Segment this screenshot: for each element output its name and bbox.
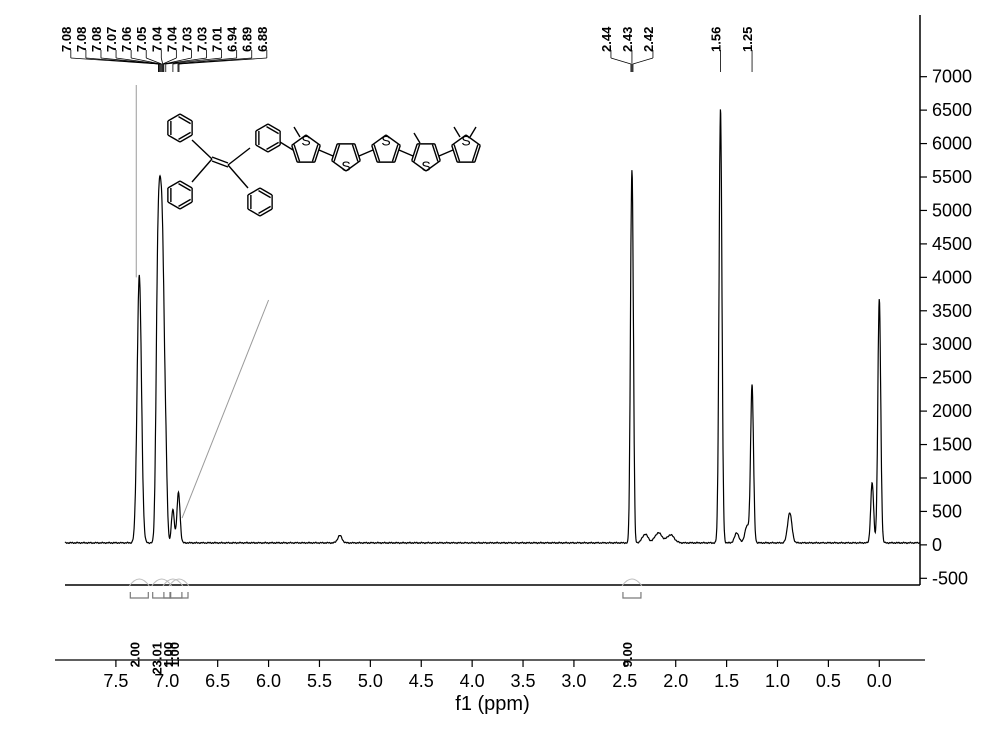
peak-ppm-label: 7.08 [59, 27, 74, 52]
x-tick-label: 4.5 [409, 671, 434, 691]
peak-ppm-label: 7.03 [179, 27, 194, 52]
y-tick-label: 500 [932, 501, 962, 521]
peak-ppm-label: 7.08 [74, 27, 89, 52]
x-tick-label: 6.0 [256, 671, 281, 691]
peak-ppm-label: 2.43 [620, 27, 635, 52]
spectrum-trace [65, 109, 920, 543]
x-tick-label: 5.5 [307, 671, 332, 691]
integral-label: 1.00 [167, 642, 182, 667]
y-tick-label: 0 [932, 535, 942, 555]
y-tick-label: 6500 [932, 100, 972, 120]
peak-ppm-label: 7.05 [134, 27, 149, 52]
y-tick-label: 2500 [932, 368, 972, 388]
y-tick-label: -500 [932, 568, 968, 588]
x-tick-label: 2.0 [663, 671, 688, 691]
x-tick-label: 2.5 [612, 671, 637, 691]
x-tick-label: 6.5 [205, 671, 230, 691]
y-tick-label: 3000 [932, 334, 972, 354]
y-tick-label: 4000 [932, 267, 972, 287]
peak-ppm-label: 6.94 [225, 26, 240, 52]
peak-ppm-label: 7.01 [210, 27, 225, 52]
x-axis-label: f1 (ppm) [455, 693, 529, 715]
x-tick-label: 0.0 [867, 671, 892, 691]
y-tick-label: 1000 [932, 468, 972, 488]
nmr-spectrum-figure: 7.57.06.56.05.55.04.54.03.53.02.52.01.51… [0, 0, 1000, 738]
x-tick-label: 5.0 [358, 671, 383, 691]
y-tick-label: 6000 [932, 134, 972, 154]
y-tick-label: 5500 [932, 167, 972, 187]
y-tick-label: 7000 [932, 67, 972, 87]
x-tick-label: 3.0 [561, 671, 586, 691]
x-tick-label: 3.5 [511, 671, 536, 691]
spectrum-svg: 7.57.06.56.05.55.04.54.03.53.02.52.01.51… [0, 0, 1000, 738]
integral-label: 9.00 [620, 642, 635, 667]
peak-ppm-label: 7.07 [104, 27, 119, 52]
x-tick-label: 7.5 [103, 671, 128, 691]
y-tick-label: 1500 [932, 435, 972, 455]
y-tick-label: 3500 [932, 301, 972, 321]
x-tick-label: 1.0 [765, 671, 790, 691]
atom-label: S [381, 132, 390, 148]
atom-label: S [301, 132, 310, 148]
peak-ppm-label: 7.06 [119, 27, 134, 52]
molecule-structure: S S S S S [168, 114, 480, 216]
peak-ppm-label: 7.04 [149, 26, 164, 52]
y-tick-label: 5000 [932, 200, 972, 220]
peak-ppm-label: 7.03 [195, 27, 210, 52]
atom-label: S [341, 158, 350, 174]
peak-ppm-label: 6.88 [255, 27, 270, 52]
y-tick-label: 2000 [932, 401, 972, 421]
x-tick-label: 1.5 [714, 671, 739, 691]
peak-ppm-label: 7.08 [89, 27, 104, 52]
peak-ppm-label: 7.04 [164, 26, 179, 52]
peak-ppm-label: 1.56 [709, 27, 724, 52]
x-tick-label: 0.5 [816, 671, 841, 691]
peak-ppm-label: 6.89 [240, 27, 255, 52]
x-tick-label: 4.0 [460, 671, 485, 691]
integral-label: 2.00 [127, 642, 142, 667]
y-tick-label: 4500 [932, 234, 972, 254]
atom-label: S [461, 132, 470, 148]
peak-ppm-label: 2.44 [599, 26, 614, 52]
atom-label: S [421, 158, 430, 174]
peak-ppm-label: 2.42 [641, 27, 656, 52]
peak-ppm-label: 1.25 [740, 27, 755, 52]
